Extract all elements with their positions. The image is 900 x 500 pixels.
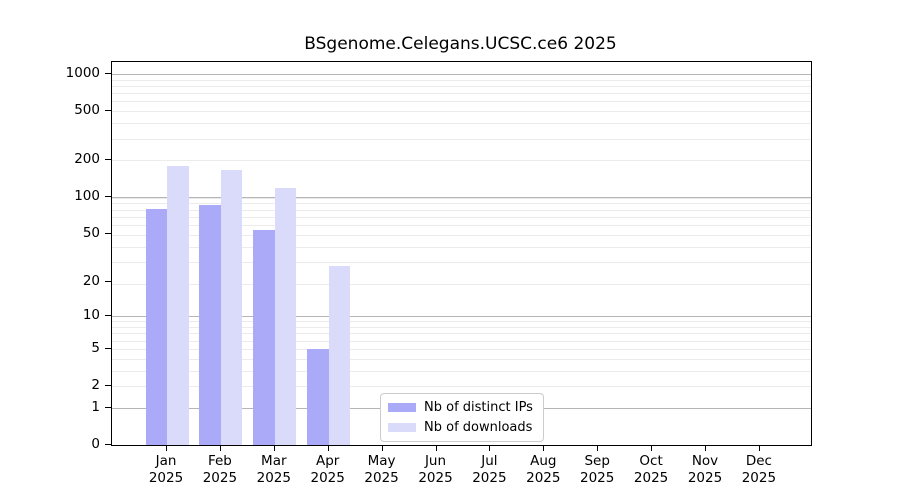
minor-gridline xyxy=(112,333,811,335)
y-tick-label: 50 xyxy=(82,224,100,241)
x-tick-label-oct: Oct 2025 xyxy=(633,453,669,486)
y-tick xyxy=(105,280,111,282)
legend-label-distinct-ips: Nb of distinct IPs xyxy=(424,400,533,415)
minor-gridline xyxy=(112,340,811,342)
x-tick-label-apr: Apr 2025 xyxy=(310,453,345,486)
legend-item-downloads: Nb of downloads xyxy=(388,420,534,435)
bar-nb-of-distinct-ips-apr xyxy=(307,348,329,445)
bar-nb-of-downloads-feb xyxy=(220,169,243,445)
x-tick xyxy=(758,445,760,452)
x-tick xyxy=(705,445,706,452)
minor-gridline xyxy=(112,101,811,103)
minor-gridline xyxy=(112,370,811,372)
minor-gridline xyxy=(112,348,811,350)
x-tick xyxy=(597,445,599,452)
x-tick xyxy=(327,445,329,452)
legend-swatch-downloads-icon xyxy=(388,423,416,432)
legend: Nb of distinct IPs Nb of downloads xyxy=(380,393,544,442)
y-tick xyxy=(105,72,111,74)
x-tick-label-sep: Sep 2025 xyxy=(580,453,615,486)
y-tick xyxy=(105,196,111,198)
minor-gridline xyxy=(112,123,811,125)
x-tick-label-aug: Aug 2025 xyxy=(526,453,561,486)
minor-gridline xyxy=(112,327,811,328)
y-tick-label: 0 xyxy=(91,436,100,452)
minor-gridline xyxy=(112,197,811,199)
legend-label-downloads: Nb of downloads xyxy=(424,420,533,435)
bar-nb-of-downloads-apr xyxy=(328,266,351,445)
y-tick xyxy=(105,347,111,349)
y-tick xyxy=(105,110,111,112)
x-tick xyxy=(651,445,653,452)
y-tick-label: 100 xyxy=(74,188,100,205)
minor-gridline xyxy=(112,284,811,286)
y-tick xyxy=(105,232,111,234)
major-gridline xyxy=(112,197,811,199)
y-tick xyxy=(105,315,111,317)
x-tick xyxy=(489,445,491,452)
bar-nb-of-downloads-mar xyxy=(274,188,297,445)
x-tick xyxy=(273,445,275,452)
bar-nb-of-distinct-ips-mar xyxy=(253,229,275,445)
x-tick xyxy=(381,445,383,452)
y-tick-label: 5 xyxy=(91,339,100,356)
minor-gridline xyxy=(112,203,811,205)
x-tick xyxy=(543,445,545,452)
x-tick-label-jul: Jul 2025 xyxy=(472,453,507,486)
x-tick-label-jun: Jun 2025 xyxy=(418,453,453,486)
y-tick-label: 500 xyxy=(74,102,100,119)
y-tick-label: 200 xyxy=(74,151,100,168)
minor-gridline xyxy=(112,262,811,264)
minor-gridline xyxy=(112,234,811,236)
x-tick-label-may: May 2025 xyxy=(364,453,399,486)
y-tick xyxy=(105,444,111,445)
minor-gridline xyxy=(112,225,811,227)
major-gridline xyxy=(112,316,811,318)
minor-gridline xyxy=(112,160,811,162)
x-tick-label-dec: Dec 2025 xyxy=(741,453,777,486)
major-gridline xyxy=(112,73,811,75)
minor-gridline xyxy=(112,321,811,323)
x-tick-label-feb: Feb 2025 xyxy=(202,453,238,486)
plot-area: Nb of distinct IPs Nb of downloads xyxy=(111,61,812,446)
legend-swatch-distinct-ips-icon xyxy=(388,403,416,412)
y-tick-label: 1 xyxy=(91,398,100,415)
y-tick xyxy=(105,385,111,386)
minor-gridline xyxy=(112,79,811,81)
x-tick xyxy=(435,445,437,452)
minor-gridline xyxy=(112,93,811,95)
x-tick xyxy=(219,445,221,452)
x-tick xyxy=(166,445,167,452)
x-tick-label-jan: Jan 2025 xyxy=(148,453,184,486)
y-tick xyxy=(105,406,111,408)
bar-nb-of-downloads-jan xyxy=(167,165,189,445)
y-tick xyxy=(105,159,111,161)
x-tick-label-nov: Nov 2025 xyxy=(687,453,723,486)
chart-title: BSgenome.Celegans.UCSC.ce6 2025 xyxy=(304,34,617,54)
minor-gridline xyxy=(112,358,811,360)
y-tick-label: 2 xyxy=(91,377,100,393)
bar-nb-of-distinct-ips-jan xyxy=(145,209,167,445)
minor-gridline xyxy=(112,216,811,218)
legend-item-distinct-ips: Nb of distinct IPs xyxy=(388,400,534,415)
bar-nb-of-distinct-ips-feb xyxy=(199,204,221,445)
minor-gridline xyxy=(112,386,811,387)
minor-gridline xyxy=(112,246,811,248)
minor-gridline xyxy=(112,138,811,140)
y-tick-label: 20 xyxy=(82,272,100,289)
y-tick-label: 10 xyxy=(82,307,100,324)
minor-gridline xyxy=(112,111,811,113)
minor-gridline xyxy=(112,209,811,211)
x-tick-label-mar: Mar 2025 xyxy=(256,453,291,486)
minor-gridline xyxy=(112,86,811,87)
y-tick-label: 1000 xyxy=(65,64,100,81)
